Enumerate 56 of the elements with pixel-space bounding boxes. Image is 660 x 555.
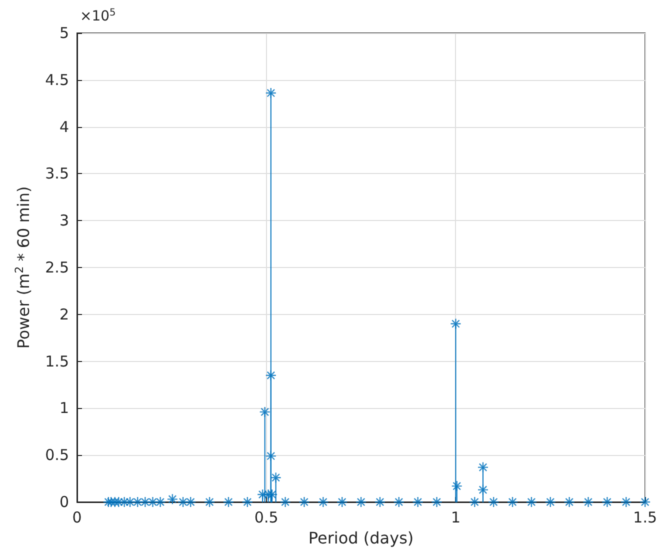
point	[488, 496, 500, 508]
y-tick-label: 2	[59, 305, 69, 324]
y-tick-label: 0.5	[45, 446, 69, 464]
x-tick-label: 1.5	[633, 508, 657, 526]
point	[336, 496, 348, 508]
y-tick-label: 4.5	[45, 70, 69, 89]
point	[602, 496, 613, 508]
point	[412, 496, 424, 508]
point	[166, 494, 178, 505]
point	[477, 462, 489, 473]
point	[132, 496, 144, 508]
x-tick-label: 0	[72, 508, 82, 526]
point	[298, 496, 310, 508]
y-tick-label: 1.5	[45, 352, 69, 370]
point	[222, 496, 234, 508]
point	[265, 370, 276, 381]
point	[355, 496, 367, 508]
point	[582, 496, 594, 508]
point	[242, 496, 254, 508]
point	[270, 472, 282, 484]
y-tick-label: 5	[59, 24, 69, 42]
x-tick-label: 0.5	[254, 508, 278, 526]
x-tick-label: 1	[450, 508, 460, 526]
point	[259, 406, 270, 418]
point	[265, 87, 276, 99]
point	[450, 318, 462, 330]
y-tick-label: 3	[59, 212, 69, 230]
point	[477, 484, 489, 496]
point	[544, 496, 556, 508]
y-tick-label: 2.5	[45, 258, 69, 276]
point	[318, 496, 329, 508]
point	[564, 496, 575, 508]
point	[431, 496, 442, 508]
point	[177, 496, 189, 508]
point	[526, 496, 538, 508]
point	[393, 496, 405, 508]
point	[147, 496, 158, 508]
point	[154, 496, 166, 508]
point	[140, 496, 151, 508]
y-tick-label: 1	[59, 399, 69, 418]
point	[204, 496, 216, 508]
y-axis-title: Power (m2 * 60 min)	[13, 186, 33, 349]
point	[639, 496, 651, 508]
y-tick-label: 3.5	[45, 164, 69, 183]
point	[469, 496, 480, 508]
point	[280, 496, 291, 508]
point	[374, 496, 386, 508]
y-tick-label: 0	[59, 493, 69, 511]
point	[451, 480, 462, 492]
point	[265, 450, 276, 462]
y-tick-label: 4	[59, 118, 69, 136]
x-axis-title: Period (days)	[308, 528, 414, 548]
point	[620, 496, 632, 508]
point	[185, 496, 196, 508]
point	[506, 496, 518, 508]
point	[105, 496, 117, 508]
